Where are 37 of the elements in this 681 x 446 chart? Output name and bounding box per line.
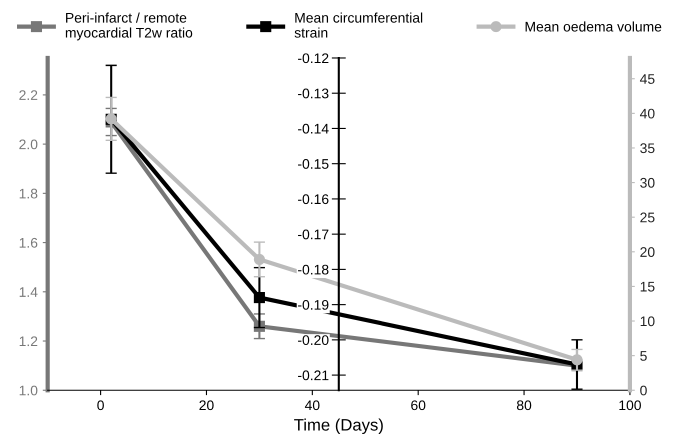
y3-tick-label: 35: [640, 143, 655, 154]
y-tick-label: 1.4: [20, 287, 38, 297]
x-tick-label: 80: [516, 400, 532, 410]
legend-label: Mean oedema volume: [526, 21, 662, 32]
y2-tick-label: -0.19: [298, 300, 328, 310]
y-tick-label: 2.2: [19, 90, 38, 100]
legend-label: Mean circumferential strain: [294, 12, 422, 38]
y3-tick-label: 20: [640, 247, 655, 257]
x-tick-label: 40: [304, 400, 320, 410]
x-tick-label: 0: [97, 400, 104, 410]
y2-tick-label: -0.12: [298, 53, 328, 64]
y2-tick-label: -0.21: [298, 370, 328, 380]
y3-tick-label: 0: [640, 386, 647, 396]
x-tick-label: 60: [411, 400, 426, 410]
y-tick-label: 1.0: [20, 386, 38, 396]
y-tick-label: 1.6: [20, 238, 38, 248]
y-tick-label: 2.0: [19, 139, 38, 150]
y3-tick-label: 15: [640, 282, 655, 292]
y3-tick-label: 40: [640, 108, 655, 119]
y-tick-label: 1.8: [20, 188, 38, 199]
y2-tick-label: -0.18: [298, 264, 328, 275]
y2-tick-label: -0.14: [298, 124, 329, 134]
y3-tick-label: 10: [640, 316, 655, 326]
y2-tick-label: -0.15: [298, 159, 328, 169]
y2-tick-label: -0.17: [298, 229, 328, 240]
x-tick-label: 100: [619, 400, 641, 410]
y3-tick-label: 25: [640, 212, 655, 222]
x-tick-label: 20: [199, 400, 214, 410]
y3-tick-label: 30: [640, 178, 655, 188]
y-tick-label: 1.2: [20, 336, 38, 346]
y2-tick-label: -0.20: [298, 335, 329, 346]
y3-tick-label: 45: [640, 74, 655, 84]
y3-tick-label: 5: [640, 351, 647, 361]
y2-tick-label: -0.16: [298, 194, 328, 204]
x-axis-title: Time (Days): [294, 418, 383, 434]
legend-label: Peri-infarct / remote myocardial T2w ratio: [66, 12, 192, 40]
y2-tick-label: -0.13: [298, 88, 328, 98]
